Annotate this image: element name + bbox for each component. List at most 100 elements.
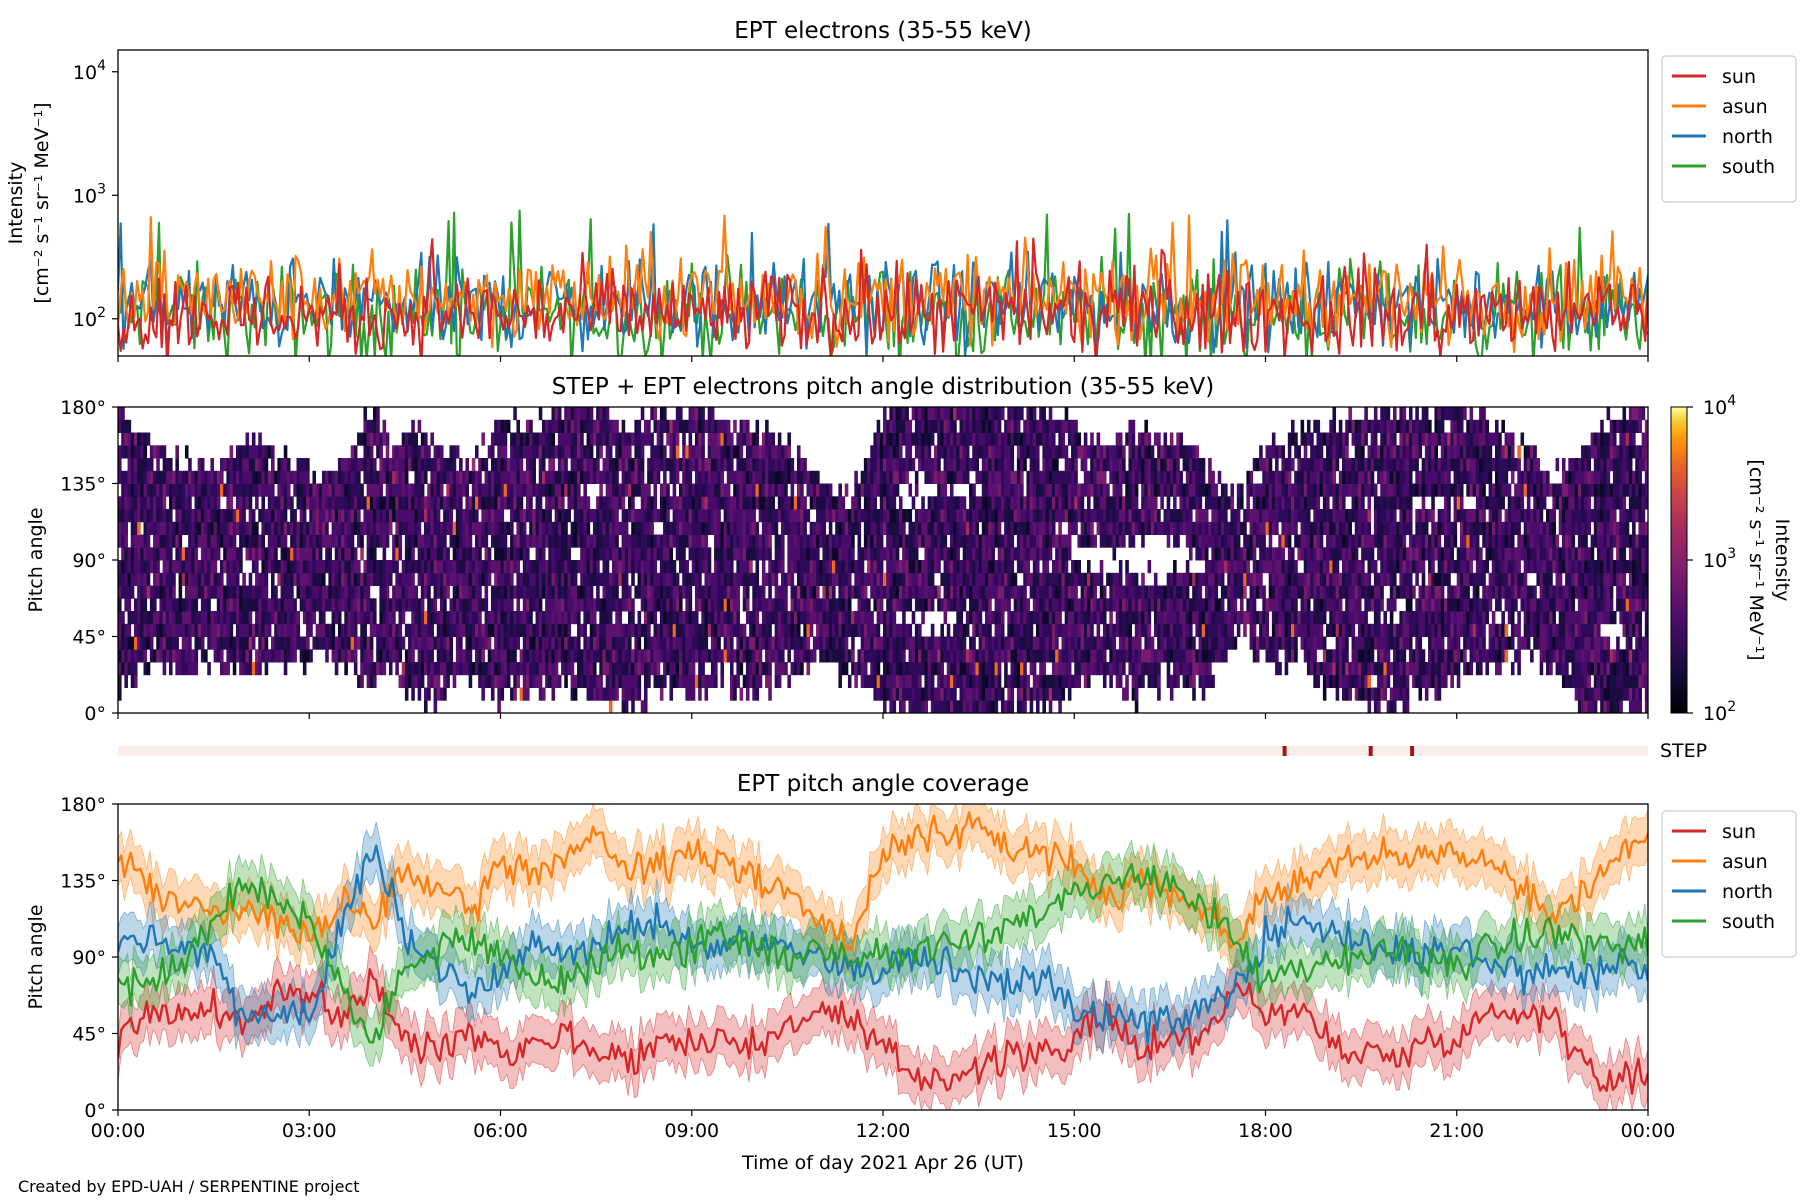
pad-cell: [602, 636, 607, 650]
pad-cell: [293, 560, 297, 574]
pad-cell: [602, 407, 607, 421]
pad-cell: [777, 636, 782, 650]
pad-cell: [557, 407, 562, 421]
pad-cell: [200, 547, 205, 561]
pad-cell: [934, 407, 938, 421]
pad-cell: [529, 445, 533, 459]
pad-cell: [159, 534, 164, 548]
pad-cell: [898, 445, 903, 459]
pad-cell: [730, 432, 734, 446]
pad-cell: [494, 534, 498, 548]
pad-cell: [353, 572, 358, 586]
pad-cell: [436, 470, 441, 484]
pad-cell: [937, 547, 941, 561]
pad-cell: [573, 649, 578, 663]
pad-cell: [455, 483, 460, 497]
pad-cell: [857, 649, 862, 663]
pad-cell: [204, 649, 208, 663]
pad-cell: [937, 470, 941, 484]
pad-cell: [599, 674, 603, 688]
pad-cell: [765, 547, 769, 561]
pad-cell: [647, 649, 651, 663]
pad-cell: [905, 598, 909, 612]
pad-cell: [191, 662, 195, 676]
pad-cell: [761, 560, 766, 574]
pad-cell: [487, 483, 492, 497]
pad-cell: [726, 560, 731, 574]
pad-cell: [675, 623, 680, 637]
pad-cell: [659, 534, 664, 548]
pad-cell: [280, 470, 285, 484]
pad-cell: [522, 470, 527, 484]
pad-cell: [985, 419, 989, 433]
pad-cell: [251, 432, 256, 446]
pad-cell: [867, 509, 871, 523]
pad-cell: [232, 458, 237, 472]
pad-cell: [159, 483, 164, 497]
pad-cell: [570, 432, 575, 446]
pad-cell: [870, 509, 874, 523]
pad-cell: [245, 547, 250, 561]
pad-cell: [213, 623, 218, 637]
pad-cell: [631, 496, 635, 510]
pad-cell: [953, 700, 957, 713]
pad-cell: [213, 483, 218, 497]
pad-cell: [143, 585, 148, 599]
pad-cell: [659, 458, 664, 472]
pad-cell: [745, 585, 750, 599]
pad-cell: [169, 560, 173, 574]
pad-cell: [449, 662, 454, 676]
pad-cell: [274, 496, 278, 510]
pad-cell: [315, 572, 320, 586]
pad-cell: [567, 572, 572, 586]
pad-cell: [876, 432, 881, 446]
pad-cell: [156, 547, 160, 561]
pad-cell: [675, 458, 680, 472]
pad-cell: [586, 611, 591, 625]
pad-cell: [969, 662, 973, 676]
pad-cell: [449, 483, 454, 497]
pad-cell: [207, 611, 211, 625]
pad-cell: [181, 572, 186, 586]
pad-cell: [758, 636, 763, 650]
pad-cell: [554, 407, 559, 421]
pad-cell: [988, 470, 992, 484]
pad-cell: [194, 534, 199, 548]
pad-cell: [634, 509, 638, 523]
pad-cell: [277, 521, 281, 535]
pad-cell: [698, 560, 702, 574]
pad-cell: [153, 560, 157, 574]
pad-cell: [586, 572, 591, 586]
pad-cell: [459, 560, 463, 574]
pad-cell: [564, 483, 568, 497]
pad-cell: [350, 534, 355, 548]
pad-cell: [245, 470, 250, 484]
pad-cell: [612, 547, 616, 561]
pad-cell: [178, 470, 183, 484]
pad-cell: [883, 687, 887, 701]
pad-cell: [541, 623, 546, 637]
pad-cell: [248, 662, 253, 676]
pad-cell: [902, 623, 906, 637]
pad-cell: [672, 509, 677, 523]
pad-cell: [315, 521, 320, 535]
pad-cell: [985, 432, 989, 446]
pad-cell: [583, 572, 587, 586]
pad-cell: [306, 598, 310, 612]
pad-cell: [663, 470, 667, 484]
pad-cell: [478, 458, 482, 472]
pad-cell: [787, 560, 791, 574]
pad-cell: [749, 572, 753, 586]
pad-cell: [914, 598, 919, 612]
pad-cell: [478, 585, 482, 599]
pad-cell: [806, 470, 811, 484]
pad-cell: [793, 496, 798, 510]
pad-cell: [548, 458, 552, 472]
pad-cell: [149, 623, 154, 637]
pad-cell: [803, 521, 807, 535]
pad-cell: [583, 483, 587, 497]
pad-cell: [344, 496, 348, 510]
pad-cell: [959, 700, 964, 713]
pad-cell: [373, 662, 377, 676]
pad-cell: [379, 572, 383, 586]
